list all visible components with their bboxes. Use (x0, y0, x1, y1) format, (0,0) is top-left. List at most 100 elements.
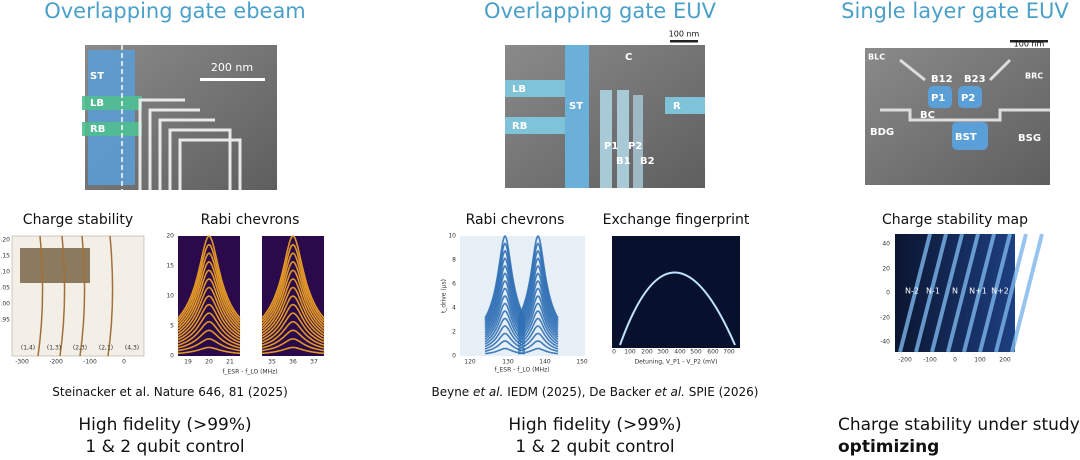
fringe (517, 340, 559, 353)
x-tick-label: 36 (289, 359, 297, 366)
sem-label: P2 (628, 141, 642, 152)
x-axis-label: f_ESR - f_LO (MHz) (222, 369, 277, 376)
y-tick-label: 6 (452, 281, 456, 288)
region-label: N+2 (991, 287, 1009, 296)
fringe (517, 249, 559, 324)
sem-label: P2 (961, 93, 975, 104)
summary-line: High fidelity (>99%) (78, 415, 251, 435)
region-label: N-1 (926, 287, 940, 296)
sem-label: P1 (604, 141, 618, 152)
fringe (978, 233, 1012, 353)
fringe (261, 260, 325, 327)
x-tick-label: 300 (657, 349, 669, 356)
fringe (1010, 233, 1044, 353)
fringe (79, 235, 86, 357)
gate (617, 90, 629, 188)
y-tick-label: 0.95 (0, 317, 10, 324)
fringe (517, 287, 559, 336)
sem-wires (138, 98, 242, 190)
fringe (177, 286, 241, 335)
fringe (517, 279, 559, 333)
scale-bar-label: 100 nm (669, 30, 700, 39)
fringe (517, 242, 559, 321)
fringe (261, 252, 325, 325)
summary-line: Charge stability under study (838, 415, 1080, 435)
fringe (517, 317, 559, 345)
plot-title: Exchange fingerprint (603, 212, 750, 228)
fringe (177, 329, 241, 349)
sem-label: BC (920, 110, 935, 121)
scale-bar (670, 40, 698, 43)
sem-wires (880, 58, 1050, 122)
region-label: (4,3) (125, 345, 139, 352)
fringe (261, 278, 325, 333)
y-tick-label: 1.00 (0, 301, 10, 308)
x-tick-label: 400 (674, 349, 686, 356)
citation: Beyne et al. IEDM (2025), De Backer et a… (431, 385, 758, 399)
gate-st (88, 50, 135, 185)
fringe (261, 269, 325, 330)
fringe (484, 264, 526, 328)
x-tick-label: 200 (999, 357, 1011, 364)
y-tick-label: 8 (452, 257, 456, 264)
fringe (517, 310, 559, 343)
fringe (261, 286, 325, 335)
sem-label: B2 (640, 156, 655, 167)
fringe (484, 234, 526, 319)
scale-bar (1010, 40, 1048, 43)
region-label: N-2 (905, 287, 919, 296)
region-label: N (952, 287, 958, 296)
fringe (177, 338, 241, 352)
fringe (37, 235, 44, 357)
y-tick-label: 15 (166, 263, 174, 270)
x-axis-label: Detuning, V_P1 - V_P2 (mV) (635, 359, 718, 366)
sem-label: BST (955, 132, 977, 143)
y-tick-label: 1.10 (0, 269, 10, 276)
summary-line: optimizing (838, 437, 939, 457)
y-tick-label: 20 (166, 233, 174, 240)
x-tick-label: 0 (612, 349, 616, 356)
fringe (962, 233, 996, 353)
x-tick-label: -100 (923, 357, 937, 364)
x-tick-label: 0 (953, 357, 957, 364)
x-tick-label: 19 (184, 359, 192, 366)
y-tick-label: 5 (170, 323, 174, 330)
sem-label: LB (90, 98, 104, 109)
fringe (484, 325, 526, 348)
y-tick-label: 10 (448, 233, 456, 240)
fringe (517, 272, 559, 331)
gate (928, 86, 952, 108)
fringe (517, 234, 559, 319)
column-title: Overlapping gate EUV (484, 0, 717, 23)
fringe (177, 260, 241, 327)
y-tick-label: 0 (452, 353, 456, 360)
y-tick-label: -40 (880, 339, 890, 346)
y-tick-label: 10 (166, 293, 174, 300)
citation-part: et al. (655, 385, 685, 399)
x-tick-label: 0 (122, 359, 126, 366)
x-tick-label: 21 (226, 359, 234, 366)
fringe (59, 235, 66, 357)
sem-label: RB (512, 121, 527, 132)
y-tick-label: 20 (882, 266, 890, 273)
fringe (484, 347, 526, 355)
y-tick-label: 1.05 (0, 285, 10, 292)
gate (958, 86, 982, 108)
scale-bar-label: 100 nm (1014, 40, 1045, 49)
gate (565, 45, 589, 188)
gate-rb (82, 122, 142, 136)
sem-label: BSG (1018, 133, 1041, 144)
gate (600, 90, 612, 188)
x-tick-label: 140 (539, 359, 551, 366)
fringe (177, 346, 241, 355)
x-tick-label: -200 (49, 359, 63, 366)
fringe (517, 347, 559, 355)
sem-label: B1 (616, 156, 631, 167)
sem-label: B12 (931, 74, 953, 85)
sem-label: ST (569, 101, 583, 112)
scale-bar (200, 78, 265, 81)
citation-part: Beyne (431, 385, 473, 399)
plot-title: Charge stability map (882, 212, 1028, 228)
x-tick-label: 35 (268, 359, 276, 366)
fringe (261, 312, 325, 344)
